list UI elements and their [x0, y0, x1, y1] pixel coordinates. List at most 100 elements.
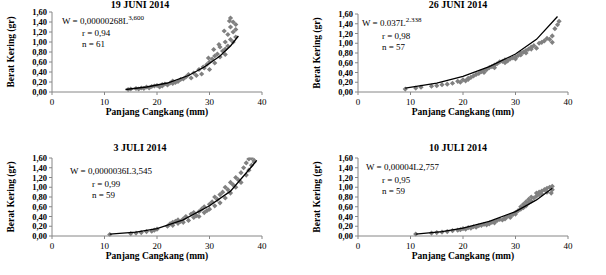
annotation: r = 0,98: [382, 31, 411, 41]
y-tick-label: 0,40: [32, 212, 47, 222]
data-point: [220, 190, 225, 195]
x-tick-label: 0: [50, 97, 55, 107]
x-tick-label: 10: [406, 97, 416, 107]
x-tick-label: 20: [153, 241, 163, 251]
annotation-text: W = 0,00000268L: [62, 16, 128, 26]
plot-area: [126, 15, 239, 92]
data-point: [244, 160, 249, 165]
annotation-text: r = 0,98: [382, 31, 411, 41]
data-point: [233, 22, 238, 27]
y-tick-label: 1,20: [32, 173, 47, 183]
x-tick-label: 10: [100, 97, 110, 107]
y-tick: [355, 177, 358, 178]
data-point: [552, 26, 557, 31]
annotation-text: n = 59: [92, 190, 116, 200]
chart-title: 3 JULI 2014: [114, 142, 167, 153]
data-point: [199, 71, 204, 76]
chart-title: 26 JUNI 2014: [429, 0, 487, 10]
data-point: [241, 165, 246, 170]
y-axis-title: Berat Kering (gr): [312, 161, 323, 232]
x-tick-label: 30: [205, 97, 215, 107]
x-tick-label: 40: [564, 97, 574, 107]
x-tick: [104, 236, 105, 239]
x-tick: [410, 92, 411, 95]
x-tick: [515, 92, 516, 95]
annotation-text: W = 0.037L: [362, 18, 406, 28]
data-point: [223, 39, 228, 44]
figure: 19 JUNI 20140102030400,000,200,400,600,8…: [0, 0, 606, 275]
chart-title: 19 JUNI 2014: [111, 0, 169, 10]
data-point: [217, 200, 222, 205]
y-tick-label: 0,60: [32, 202, 47, 212]
y-tick-label: 1,20: [32, 27, 47, 37]
annotation-text: r = 0,99: [92, 179, 121, 189]
y-tick: [355, 187, 358, 188]
annotation: W = 0,0000036L3,545: [70, 166, 152, 176]
x-tick-label: 0: [50, 241, 55, 251]
y-tick: [355, 197, 358, 198]
y-tick: [49, 206, 52, 207]
y-tick: [355, 72, 358, 73]
data-point: [556, 19, 561, 24]
y-tick: [355, 206, 358, 207]
x-tick-label: 10: [100, 241, 110, 251]
x-tick: [104, 92, 105, 95]
y-tick-label: 0,80: [338, 192, 353, 202]
x-tick: [157, 236, 158, 239]
annotation-superscript: 2.338: [406, 16, 422, 24]
y-tick-label: 1,60: [32, 7, 47, 17]
y-tick-label: 1,00: [338, 38, 353, 48]
x-tick-label: 0: [356, 241, 361, 251]
y-tick-label: 0,80: [32, 47, 47, 57]
x-axis-title: Panjang Cangkang (mm): [106, 107, 208, 118]
annotation: W = 0.037L2.338: [362, 16, 422, 28]
y-tick: [355, 33, 358, 34]
y-tick-label: 0,80: [32, 192, 47, 202]
y-tick: [49, 187, 52, 188]
y-tick: [355, 82, 358, 83]
y-tick-label: 0,00: [338, 87, 353, 97]
plot-area: [413, 184, 555, 237]
y-tick-label: 0,40: [32, 67, 47, 77]
y-tick: [355, 14, 358, 15]
annotation: r = 0,94: [82, 28, 111, 38]
y-tick: [49, 92, 52, 93]
y-tick: [49, 12, 52, 13]
x-axis-title: Panjang Cangkang (mm): [106, 251, 208, 262]
data-point: [206, 55, 211, 60]
x-tick: [568, 236, 569, 239]
y-tick-label: 0,60: [32, 57, 47, 67]
x-tick-label: 20: [459, 241, 469, 251]
y-tick: [355, 92, 358, 93]
data-point: [450, 81, 455, 86]
y-tick-label: 1,40: [32, 163, 47, 173]
x-tick: [568, 92, 569, 95]
x-tick: [463, 236, 464, 239]
y-tick: [49, 72, 52, 73]
x-tick: [515, 236, 516, 239]
data-point: [227, 18, 232, 23]
x-tick-label: 30: [511, 97, 521, 107]
y-tick-label: 1,60: [32, 153, 47, 163]
x-tick: [410, 236, 411, 239]
x-tick-label: 30: [511, 241, 521, 251]
data-point: [222, 28, 227, 33]
annotation: n = 61: [82, 39, 105, 49]
y-tick-label: 1,20: [338, 29, 353, 39]
x-tick: [262, 92, 263, 95]
y-tick: [49, 52, 52, 53]
y-tick: [49, 22, 52, 23]
y-tick-label: 1,00: [32, 37, 47, 47]
data-point: [445, 82, 450, 87]
x-tick: [209, 92, 210, 95]
annotation-superscript: 3,600: [128, 14, 144, 22]
y-tick-label: 1,40: [338, 19, 353, 29]
annotation: r = 0,95: [382, 175, 411, 185]
y-tick: [49, 62, 52, 63]
x-axis-title: Panjang Cangkang (mm): [412, 251, 514, 262]
y-tick-label: 1,60: [338, 9, 353, 19]
data-point: [194, 73, 199, 78]
x-tick: [262, 236, 263, 239]
panel: 10 JULI 20140102030400,000,200,400,600,8…: [312, 142, 573, 262]
y-axis-title: Berat Kering (gr): [6, 161, 17, 232]
